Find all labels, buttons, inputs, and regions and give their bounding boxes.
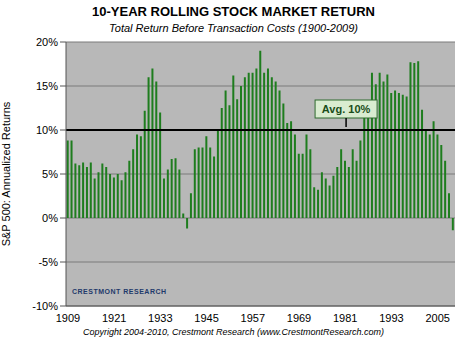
svg-text:S&P 500: Annualized Returns: S&P 500: Annualized Returns <box>8 101 12 246</box>
svg-text:1993: 1993 <box>379 312 403 324</box>
svg-text:2005: 2005 <box>425 312 449 324</box>
svg-text:1933: 1933 <box>148 312 172 324</box>
html-text:10-YEAR ROLLING STOCK MARKET R: 10-YEAR ROLLING STOCK MARKET RETURN <box>92 4 375 19</box>
html-text:Total Return Before Transactio: Total Return Before Transaction Costs (1… <box>109 22 358 34</box>
html-text:Copyright 2004-2010, Crestmont: Copyright 2004-2010, Crestmont Research … <box>82 327 385 337</box>
svg-text:15%: 15% <box>36 80 58 92</box>
svg-text:1945: 1945 <box>194 312 218 324</box>
svg-text:1969: 1969 <box>287 312 311 324</box>
svg-text:Avg. 10%: Avg. 10% <box>322 103 371 115</box>
svg-text:5%: 5% <box>42 168 58 180</box>
svg-text:10%: 10% <box>36 124 58 136</box>
html-text:CRESTMONT RESEARCH: CRESTMONT RESEARCH <box>72 288 167 295</box>
svg-text:1921: 1921 <box>102 312 126 324</box>
svg-text:-10%: -10% <box>32 300 58 312</box>
svg-text:1981: 1981 <box>333 312 357 324</box>
svg-text:-5%: -5% <box>38 256 58 268</box>
svg-text:0%: 0% <box>42 212 58 224</box>
svg-text:1909: 1909 <box>56 312 80 324</box>
svg-text:20%: 20% <box>36 36 58 48</box>
svg-text:1957: 1957 <box>241 312 265 324</box>
